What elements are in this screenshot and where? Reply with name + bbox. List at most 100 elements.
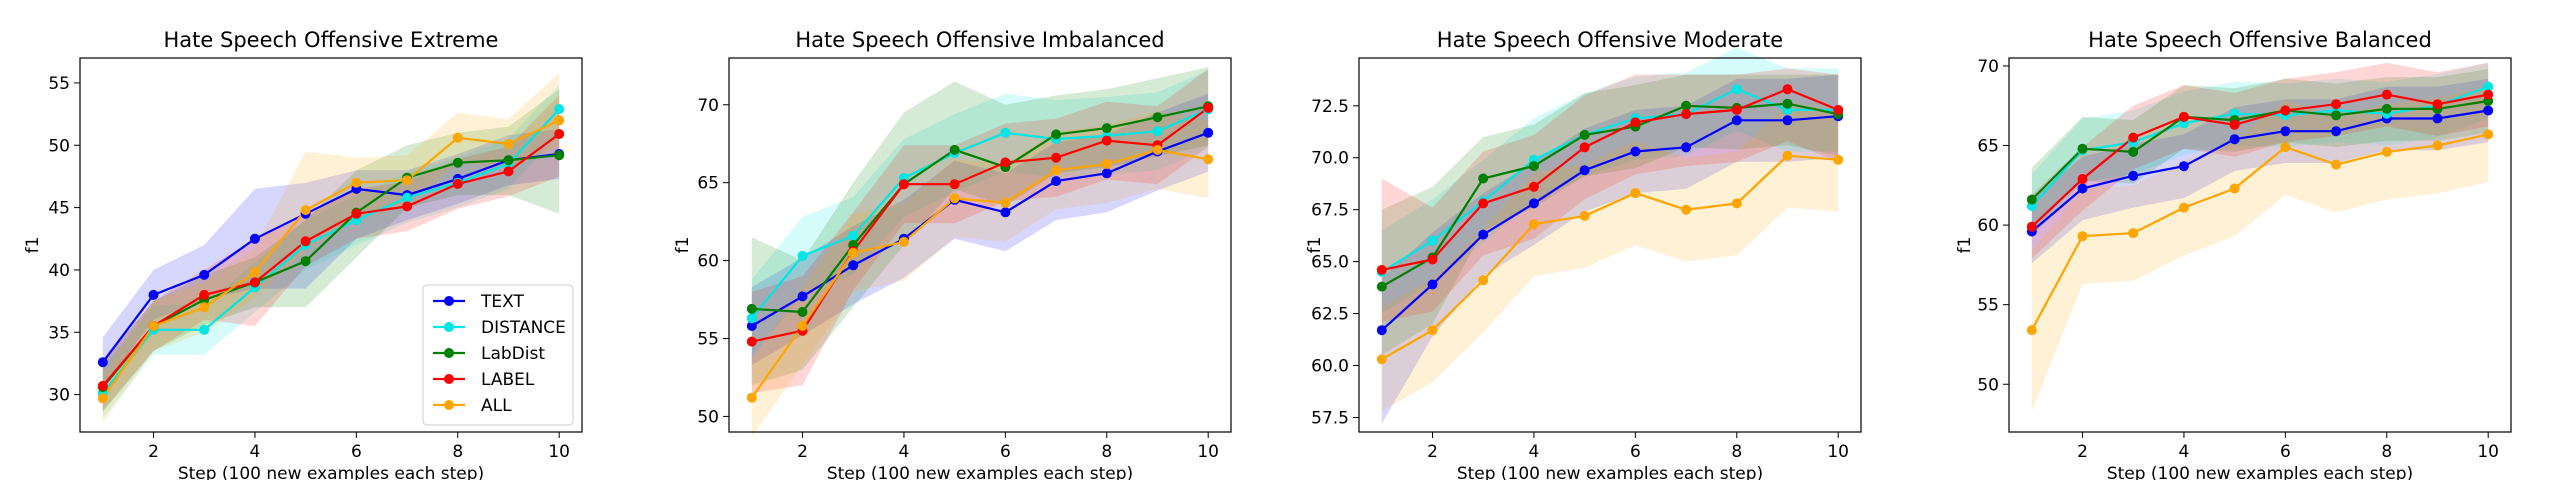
point-text [2077, 183, 2088, 194]
y-tick-label: 65 [697, 174, 719, 194]
point-all [2178, 202, 2189, 213]
point-label [199, 289, 210, 300]
point-all [1579, 210, 1590, 221]
point-labdist [2077, 143, 2088, 154]
band-text [102, 129, 560, 388]
point-label [2128, 132, 2139, 143]
point-distance [2483, 81, 2494, 92]
point-distance [746, 313, 757, 324]
point-label [503, 166, 514, 177]
y-axis-label: f1 [673, 237, 693, 254]
series-points [746, 101, 1214, 403]
x-tick-label: 4 [2179, 442, 2190, 462]
point-label [300, 236, 311, 247]
line-labdist [751, 105, 1209, 314]
point-label [1528, 181, 1539, 192]
x-axis-label: Step (100 new examples each step) [2107, 464, 2413, 480]
point-label [2432, 99, 2443, 110]
point-all [1101, 159, 1112, 169]
point-text [2128, 170, 2139, 181]
y-tick-label: 40 [48, 261, 70, 281]
point-text [1731, 115, 1742, 126]
band-labdist [102, 89, 560, 413]
point-all [1152, 144, 1163, 155]
point-all [2128, 228, 2139, 239]
line-labdist [1381, 102, 1839, 288]
y-tick-label: 70 [697, 96, 719, 116]
band-label [102, 95, 560, 411]
x-tick-label: 4 [1529, 442, 1540, 462]
band-all [102, 73, 560, 424]
point-text [1376, 325, 1387, 336]
band-all [2031, 86, 2489, 412]
point-text [1478, 229, 1489, 240]
point-label [898, 179, 909, 190]
x-tick-label: 2 [797, 442, 808, 462]
point-label [97, 380, 108, 391]
point-text [1630, 146, 1641, 157]
y-tick-label: 60.0 [1311, 357, 1349, 377]
legend-label: ALL [481, 396, 512, 416]
band-labdist [751, 67, 1209, 386]
legend-entry-all: ALL [433, 396, 512, 416]
x-tick-label: 2 [1427, 442, 1438, 462]
point-distance [199, 324, 210, 335]
confidence-bands [1381, 47, 1839, 424]
point-all [300, 205, 311, 216]
chart-title: Hate Speech Offensive Moderate [1437, 28, 1783, 52]
point-text [1203, 127, 1214, 138]
point-label [2483, 89, 2494, 100]
point-labdist [503, 155, 514, 166]
x-ticks: 2 4 6 8 10 [148, 432, 570, 462]
point-label [746, 336, 757, 347]
confidence-bands [102, 73, 560, 424]
point-text [2178, 161, 2189, 172]
point-label [2381, 89, 2392, 100]
y-axis-label: f1 [1305, 237, 1325, 254]
point-label [1782, 84, 1793, 95]
band-text [1381, 74, 1839, 424]
y-tick-label: 57.5 [1311, 408, 1349, 428]
x-tick-label: 10 [548, 442, 570, 462]
point-all [2483, 129, 2494, 140]
point-text [2483, 105, 2494, 116]
point-label [2280, 105, 2291, 116]
point-all [848, 247, 859, 258]
point-text [1528, 198, 1539, 209]
point-distance [1427, 235, 1438, 246]
line-distance [101, 108, 561, 395]
legend-label: LabDist [481, 344, 545, 364]
point-labdist [2331, 110, 2342, 121]
x-ticks: 2 4 6 8 10 [1427, 432, 1849, 462]
point-label [1478, 198, 1489, 209]
y-tick-label: 35 [48, 323, 70, 343]
point-label [249, 277, 260, 288]
x-tick-label: 6 [1000, 442, 1011, 462]
band-distance [102, 84, 560, 419]
x-tick-label: 4 [250, 442, 261, 462]
point-all [452, 132, 463, 143]
y-tick-label: 55 [697, 330, 719, 350]
plot-area [2009, 58, 2511, 432]
band-all [1381, 103, 1839, 412]
point-label [1731, 104, 1742, 115]
band-distance [2031, 62, 2489, 238]
line-all [2030, 133, 2489, 331]
x-tick-label: 4 [899, 442, 910, 462]
point-distance [1000, 127, 1011, 138]
legend-entry-label: LABEL [433, 370, 535, 390]
legend-label: DISTANCE [481, 318, 566, 338]
legend-entry-text: TEXT [433, 292, 524, 312]
series-points [97, 104, 565, 404]
line-all [1381, 154, 1839, 361]
legend-entry-labdist: LabDist [433, 344, 545, 364]
point-all [554, 115, 565, 126]
y-tick-label: 55 [48, 74, 70, 94]
point-all [2026, 325, 2037, 336]
point-label [1376, 264, 1387, 275]
band-labdist [1381, 74, 1839, 356]
y-tick-label: 55 [1977, 296, 1999, 316]
point-label [402, 201, 413, 212]
y-ticks: 57.5 60.0 62.5 65.0 67.5 70.0 72.5 [1311, 97, 1359, 428]
y-tick-label: 62.5 [1311, 305, 1349, 325]
